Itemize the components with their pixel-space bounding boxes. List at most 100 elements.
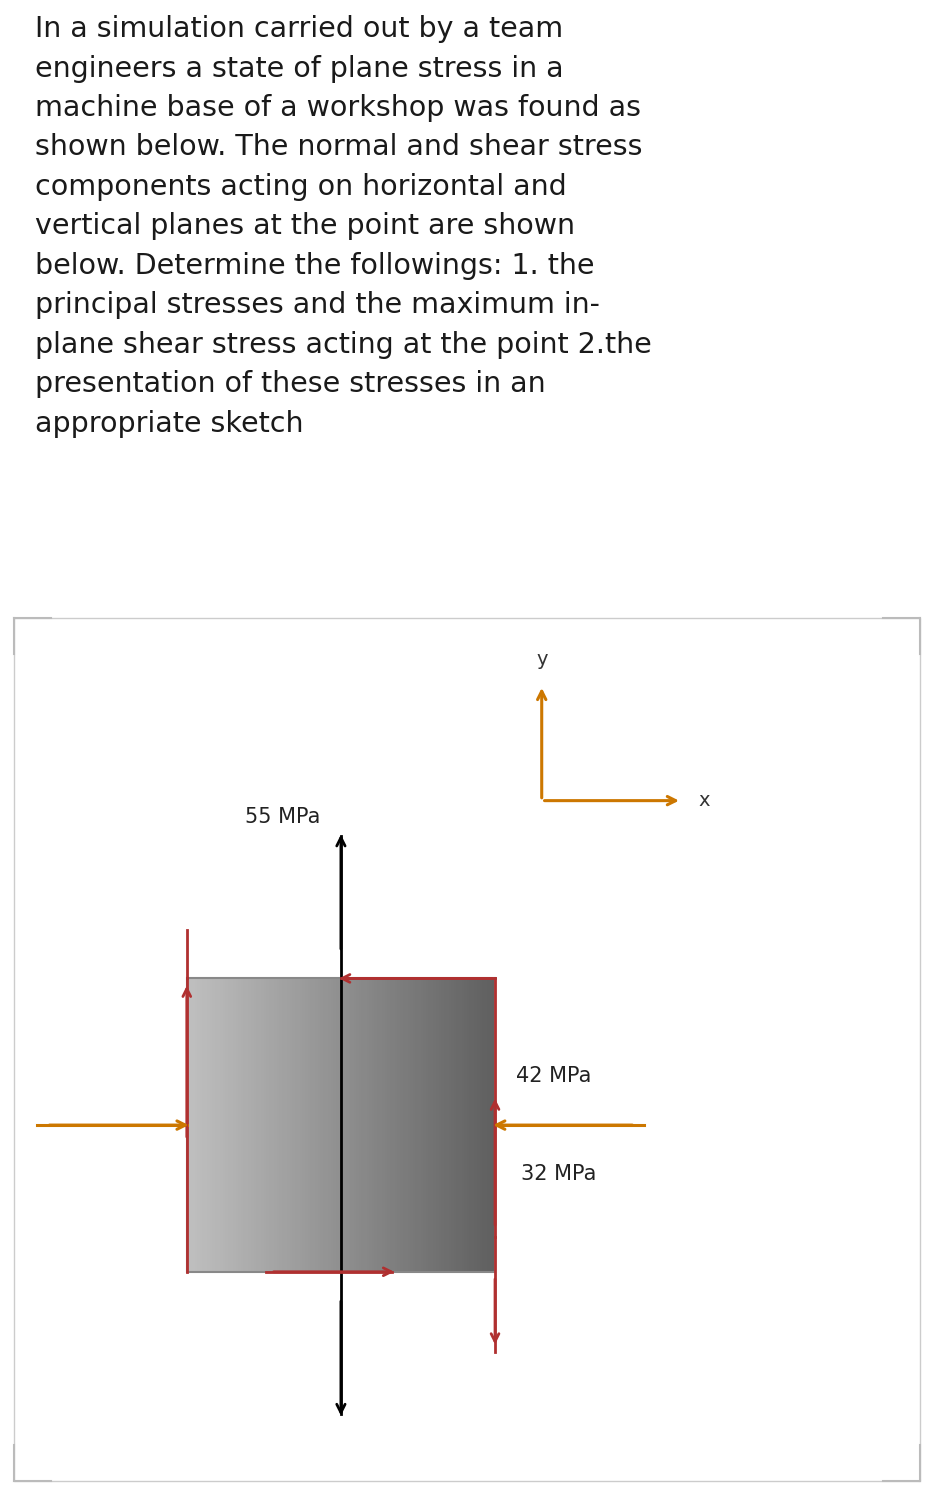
Bar [359, 979, 361, 1271]
Bar [448, 979, 451, 1271]
Bar [231, 979, 234, 1271]
Bar [222, 979, 225, 1271]
Bar [361, 979, 364, 1271]
Bar [418, 979, 420, 1271]
Bar [431, 979, 433, 1271]
Bar [433, 979, 436, 1271]
Bar [225, 979, 228, 1271]
Bar [492, 979, 495, 1271]
Bar [262, 979, 263, 1271]
Bar [238, 979, 241, 1271]
Bar [489, 979, 492, 1271]
Bar [372, 979, 375, 1271]
Bar [379, 979, 382, 1271]
Bar [282, 979, 285, 1271]
Text: 32 MPa: 32 MPa [521, 1164, 597, 1183]
Bar [305, 979, 307, 1271]
Bar [488, 979, 489, 1271]
Bar [416, 979, 418, 1271]
Bar [459, 979, 461, 1271]
Bar [398, 979, 400, 1271]
Bar [426, 979, 429, 1271]
Bar [234, 979, 235, 1271]
Bar [220, 979, 223, 1271]
Bar [395, 979, 398, 1271]
Bar [477, 979, 480, 1271]
Bar [444, 979, 446, 1271]
Bar [457, 979, 459, 1271]
Text: 42 MPa: 42 MPa [516, 1067, 591, 1086]
Bar [454, 979, 457, 1271]
Bar [354, 979, 357, 1271]
Bar [328, 979, 331, 1271]
Bar [446, 979, 448, 1271]
Bar [470, 979, 472, 1271]
Bar [256, 979, 259, 1271]
Bar [197, 979, 200, 1271]
Bar [248, 979, 251, 1271]
Bar [190, 979, 192, 1271]
Text: x: x [699, 792, 710, 810]
Bar [228, 979, 231, 1271]
Bar [279, 979, 282, 1271]
Bar [276, 979, 279, 1271]
Bar [451, 979, 454, 1271]
Bar [367, 979, 369, 1271]
Bar [316, 979, 318, 1271]
Bar [413, 979, 416, 1271]
Text: y: y [536, 650, 547, 669]
Bar [210, 979, 213, 1271]
Bar [264, 979, 266, 1271]
Bar [323, 979, 325, 1271]
Bar [272, 979, 275, 1271]
Bar [480, 979, 482, 1271]
Bar [403, 979, 405, 1271]
Bar [420, 979, 423, 1271]
Bar [423, 979, 426, 1271]
Bar [266, 979, 269, 1271]
Bar [192, 979, 194, 1271]
Bar [347, 979, 348, 1271]
Bar [348, 979, 351, 1271]
Bar [439, 979, 441, 1271]
Bar [331, 979, 333, 1271]
Bar [318, 979, 320, 1271]
Bar [461, 979, 464, 1271]
Bar [485, 979, 488, 1271]
Bar [389, 979, 392, 1271]
Bar [300, 979, 303, 1271]
Bar [344, 979, 346, 1271]
Bar [400, 979, 403, 1271]
Bar [218, 979, 220, 1271]
Bar [187, 979, 190, 1271]
Bar [290, 979, 292, 1271]
Bar [203, 979, 205, 1271]
Bar [235, 979, 238, 1271]
Bar [364, 979, 366, 1271]
Bar [464, 979, 467, 1271]
Bar [320, 979, 323, 1271]
Bar [369, 979, 372, 1271]
Bar [405, 979, 408, 1271]
Bar [307, 979, 310, 1271]
Bar [259, 979, 262, 1271]
Bar [408, 979, 410, 1271]
Bar [241, 979, 243, 1271]
Bar [187, 979, 495, 1271]
Bar [375, 979, 377, 1271]
Bar [377, 979, 379, 1271]
Bar [338, 979, 341, 1271]
Bar [351, 979, 354, 1271]
Bar [357, 979, 359, 1271]
Bar [254, 979, 256, 1271]
Bar [303, 979, 304, 1271]
Bar [392, 979, 395, 1271]
Bar [287, 979, 290, 1271]
Bar [313, 979, 316, 1271]
Bar [472, 979, 474, 1271]
Text: 55 MPa: 55 MPa [245, 807, 320, 828]
Text: In a simulation carried out by a team
engineers a state of plane stress in a
mac: In a simulation carried out by a team en… [35, 15, 652, 438]
Bar [207, 979, 210, 1271]
Bar [382, 979, 385, 1271]
Bar [385, 979, 387, 1271]
